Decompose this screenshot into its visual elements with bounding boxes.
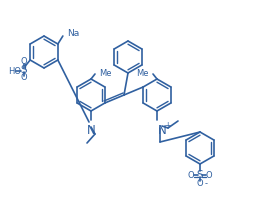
- Text: N: N: [158, 124, 167, 137]
- Text: O: O: [21, 73, 27, 82]
- Text: HO: HO: [8, 67, 21, 75]
- Text: O: O: [21, 58, 27, 67]
- Text: O: O: [197, 180, 203, 188]
- Text: O: O: [188, 171, 194, 180]
- Text: Me: Me: [137, 69, 149, 78]
- Text: -: -: [205, 180, 208, 188]
- Text: O: O: [206, 171, 212, 180]
- Text: N: N: [87, 124, 95, 137]
- Text: S: S: [21, 65, 27, 75]
- Text: +: +: [164, 121, 170, 130]
- Text: Na: Na: [67, 29, 79, 38]
- Text: Me: Me: [99, 69, 111, 78]
- Text: S: S: [197, 170, 203, 180]
